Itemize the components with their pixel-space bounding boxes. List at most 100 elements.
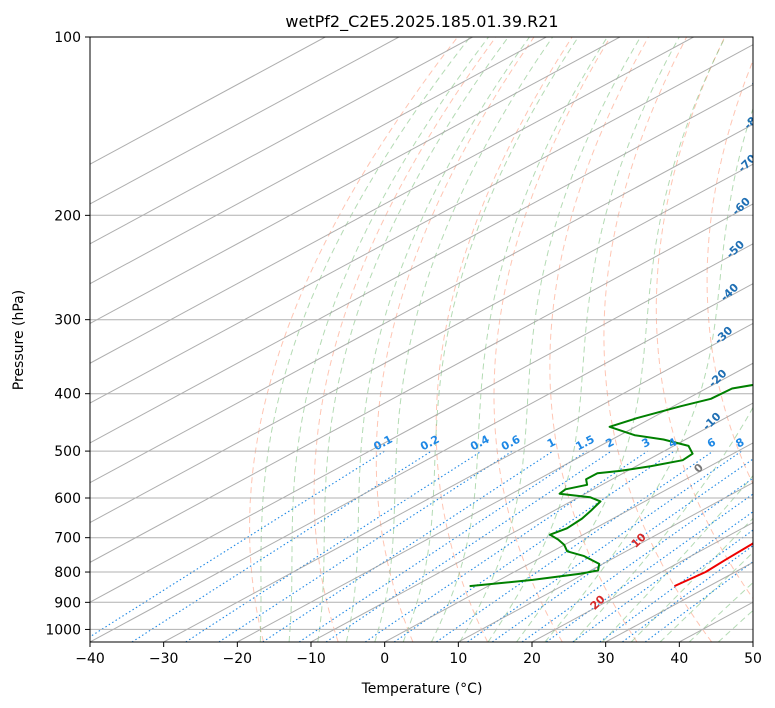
dry-adiabat-line: [375, 37, 535, 642]
isotherm-line: [458, 482, 753, 642]
x-tick-label: 20: [523, 651, 541, 667]
plot-frame: [89, 36, 754, 643]
isotherm-line: [310, 402, 753, 642]
isotherm-line: [90, 243, 753, 603]
mixing-ratio-line: [599, 529, 753, 642]
moist-adiabat-line: [487, 37, 680, 642]
isotherm-line: [90, 283, 753, 642]
isotherm-line: [752, 641, 753, 642]
mixing-ratio-line: [622, 544, 753, 642]
isotherm-line: [90, 37, 621, 325]
chart-title: wetPf2_C2E5.2025.185.01.39.R21: [285, 12, 558, 32]
dry-adiabat-line: [435, 37, 573, 642]
x-tick-label: 0: [380, 651, 389, 667]
isotherm-line: [90, 83, 753, 444]
isotherm-line: [163, 322, 753, 642]
moist-adiabat-line: [688, 581, 753, 642]
x-tick-label: −20: [223, 651, 253, 667]
x-tick-label: −30: [149, 651, 179, 667]
y-axis-title: Pressure (hPa): [11, 290, 27, 390]
x-tick-label: −10: [296, 651, 326, 667]
dry-adiabat-line: [655, 37, 753, 600]
x-tick-label: 10: [449, 651, 467, 667]
moist-adiabat-line: [544, 107, 753, 642]
isotherm-line: [90, 44, 753, 404]
mixing-ratio-line: [521, 477, 753, 642]
mixing-ratio-label: 0.2: [418, 433, 441, 454]
isotherm-line: [90, 37, 400, 205]
isotherm-label: 40: [565, 684, 585, 704]
mixing-ratio-label: 10: [753, 434, 773, 453]
isotherm-line: [384, 442, 753, 642]
sounding-profiles: [469, 383, 753, 588]
mixing-ratio-line: [436, 450, 714, 642]
isotherm-label: 20: [588, 592, 608, 612]
y-axis-ticks: 100 200 300 400 500 600 700 800 900 1000: [45, 30, 90, 638]
dewpoint-profile-line: [469, 383, 753, 588]
isotherm-line: [90, 203, 753, 563]
mixing-ratio-labels: 0.10.20.40.611.52346810131620253036: [371, 433, 773, 454]
mixing-ratio-label: 1.5: [573, 433, 596, 454]
isotherm-line: [90, 163, 753, 524]
isotherm-line: [237, 362, 753, 642]
dry-adiabats: [249, 37, 775, 642]
x-tick-label: 30: [597, 651, 615, 667]
mixing-ratio-line: [644, 560, 753, 642]
isotherm-line: [90, 37, 326, 165]
mixing-ratio-label: 0.1: [371, 433, 394, 454]
mixing-ratio-line: [298, 450, 588, 642]
moist-adiabat-line: [431, 37, 608, 642]
mixing-ratio-lines: [90, 450, 753, 642]
mixing-ratio-line: [262, 450, 554, 642]
x-axis-ticks: −40 −30 −20 −10 0 10 20 30 40 50: [75, 642, 762, 667]
mixing-ratio-line: [545, 493, 753, 642]
dry-adiabat-line: [756, 37, 775, 642]
mixing-ratio-line: [131, 450, 432, 642]
moist-adiabat-line: [459, 37, 641, 642]
x-axis-title: Temperature (°C): [361, 681, 483, 697]
y-tick-label: 500: [54, 444, 81, 460]
mixing-ratio-line: [218, 450, 513, 642]
isotherm-line: [90, 37, 547, 285]
plot-area: -100-90-80-70-60-50-40-30-20-10010203040…: [90, 20, 775, 704]
isotherms: [90, 37, 753, 642]
isotherm-label: -80: [741, 109, 765, 132]
mixing-ratio-line: [572, 511, 753, 642]
mixing-ratio-line: [325, 450, 612, 642]
y-tick-label: 200: [54, 208, 81, 224]
isotherm-line: [90, 37, 473, 245]
x-tick-label: 50: [744, 651, 762, 667]
y-tick-label: 700: [54, 531, 81, 547]
moist-adiabat-line: [345, 37, 530, 642]
dry-adiabat-line: [706, 59, 753, 486]
y-tick-label: 400: [54, 387, 81, 403]
mixing-ratio-label: 6: [705, 435, 718, 450]
mixing-ratio-line: [393, 450, 675, 642]
moist-adiabat-line: [374, 37, 554, 642]
y-tick-label: 100: [54, 30, 81, 46]
isotherm-label: 0: [691, 461, 706, 476]
isotherm-label: -90: [747, 66, 771, 89]
y-tick-label: 800: [54, 565, 81, 581]
x-tick-label: 40: [670, 651, 688, 667]
mixing-ratio-line: [491, 458, 753, 642]
moist-adiabat-line: [402, 37, 579, 642]
dry-adiabat-line: [493, 37, 611, 642]
moist-adiabat-line: [317, 37, 509, 642]
isotherm-line: [90, 123, 753, 484]
mixing-ratio-line: [90, 450, 385, 638]
moist-adiabats: [259, 37, 753, 642]
dry-adiabat-line: [249, 37, 458, 642]
moist-adiabat-line: [602, 474, 753, 642]
y-tick-label: 1000: [45, 622, 81, 638]
moist-adiabat-line: [259, 37, 471, 642]
y-tick-label: 900: [54, 595, 81, 611]
x-tick-label: −40: [75, 651, 105, 667]
isotherm-label: -100: [750, 20, 775, 49]
moist-adiabat-line: [516, 37, 726, 642]
y-tick-label: 600: [54, 491, 81, 507]
isotherm-line: [531, 521, 753, 642]
isotherm-label: 30: [569, 642, 589, 662]
y-tick-label: 300: [54, 313, 81, 329]
